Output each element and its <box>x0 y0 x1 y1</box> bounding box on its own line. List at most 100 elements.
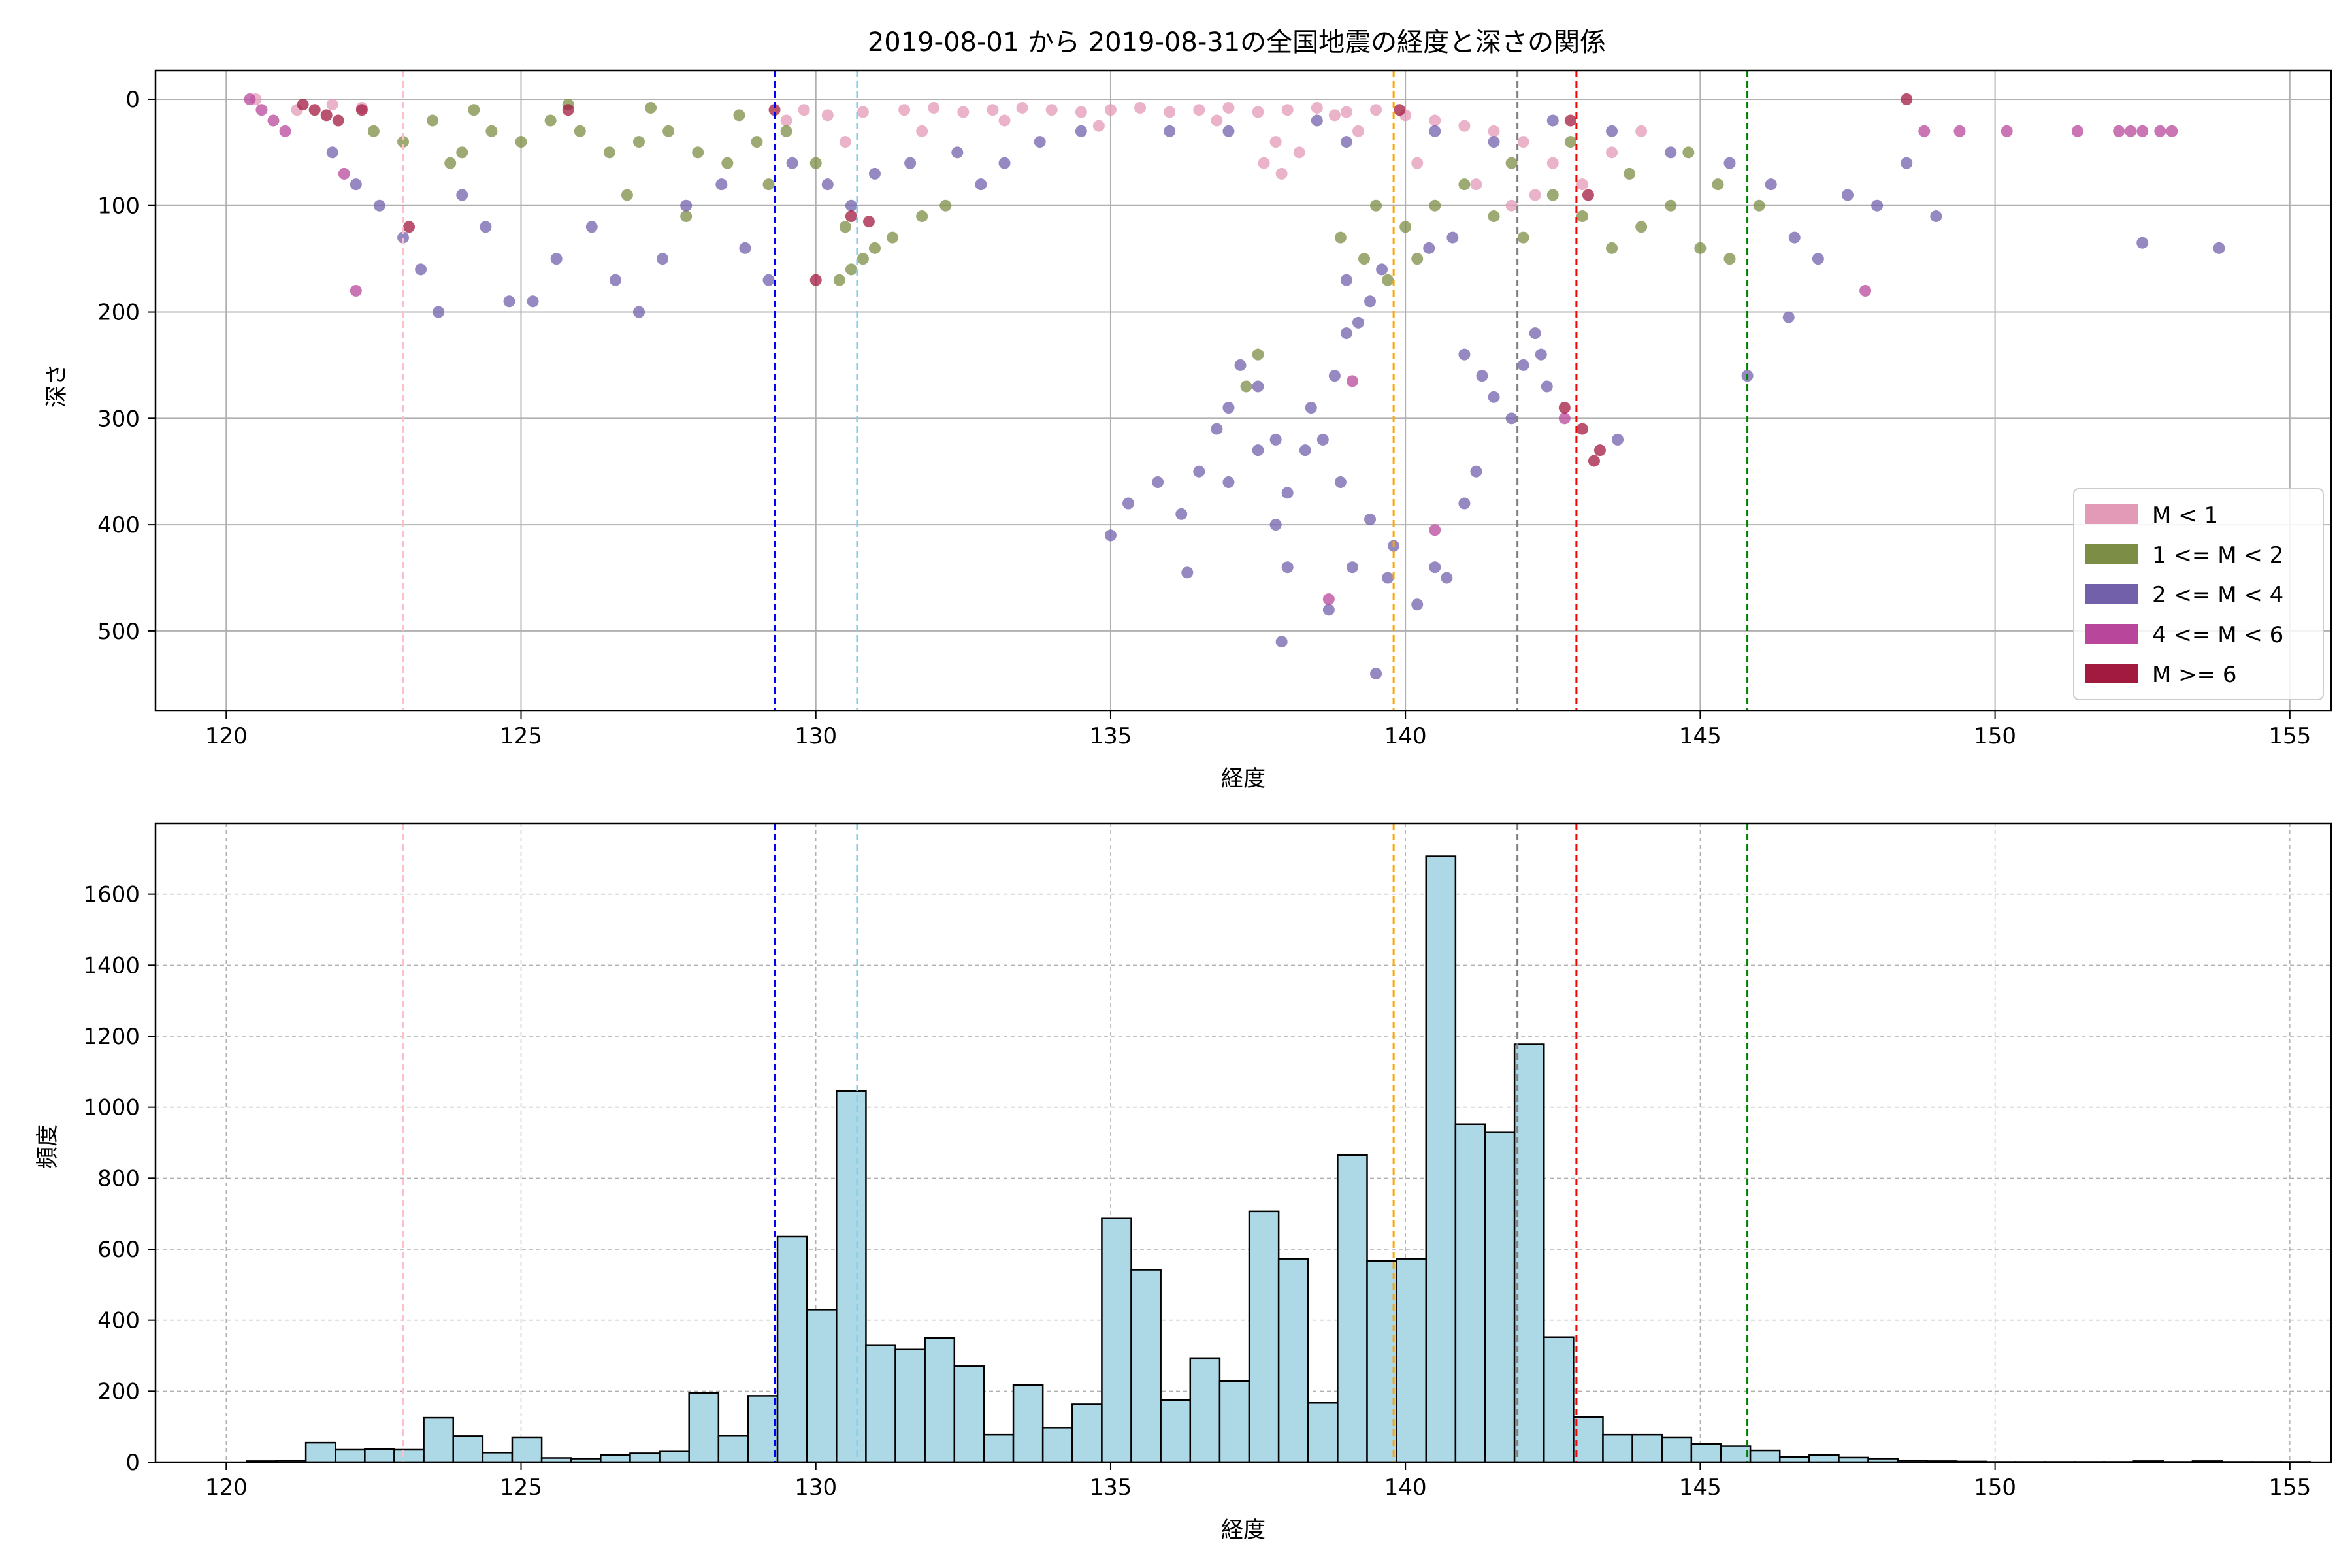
scatter-point <box>939 199 952 212</box>
histogram-x-tick-label: 125 <box>500 1475 542 1501</box>
histogram-bar <box>1101 1217 1132 1463</box>
scatter-point <box>1222 402 1235 414</box>
histogram-axes-frame <box>154 822 2332 1463</box>
scatter-point <box>1871 199 1884 212</box>
scatter-point <box>916 210 928 223</box>
scatter-point <box>1352 316 1364 329</box>
scatter-point <box>1470 465 1482 478</box>
scatter-point <box>433 306 445 318</box>
scatter-point <box>1045 104 1058 116</box>
scatter-point <box>1665 146 1677 159</box>
scatter-point <box>680 210 693 223</box>
scatter-point <box>1470 178 1482 191</box>
scatter-point <box>868 242 881 254</box>
scatter-point <box>267 114 280 127</box>
scatter-point <box>780 114 792 127</box>
scatter-y-tick-label: 400 <box>97 512 140 538</box>
scatter-point <box>1334 231 1347 244</box>
scatter-point <box>415 263 427 276</box>
scatter-point <box>456 146 468 159</box>
histogram-bar <box>511 1436 543 1463</box>
scatter-x-tick-label: 140 <box>1384 723 1427 749</box>
scatter-point <box>1134 101 1147 114</box>
scatter-point <box>845 199 857 212</box>
histogram-bar <box>983 1433 1015 1463</box>
histogram-y-tick-label: 0 <box>125 1450 140 1476</box>
scatter-point <box>279 125 291 137</box>
scatter-point <box>1782 311 1795 323</box>
scatter-point <box>721 157 734 169</box>
histogram-y-tick-label: 1400 <box>83 953 140 979</box>
scatter-point <box>1193 465 1205 478</box>
scatter-point <box>1842 189 1854 201</box>
scatter-point <box>1340 327 1352 340</box>
histogram-bar <box>1160 1399 1192 1463</box>
scatter-point <box>1370 668 1382 680</box>
scatter-point <box>733 109 745 122</box>
histogram-bar <box>1218 1380 1250 1463</box>
scatter-point <box>1104 104 1117 116</box>
scatter-point <box>1576 210 1588 223</box>
scatter-point <box>2001 125 2013 137</box>
scatter-point <box>1488 210 1500 223</box>
histogram-bar <box>482 1452 514 1463</box>
scatter-point <box>350 178 362 191</box>
scatter-point <box>1382 274 1394 286</box>
scatter-point <box>1364 513 1377 525</box>
scatter-point <box>751 136 763 148</box>
scatter-y-tick-label: 300 <box>97 406 140 432</box>
histogram-x-ticks: 120 125 130 135 140 145 150 155 <box>205 1462 2311 1501</box>
histogram-bar <box>1543 1336 1575 1463</box>
scatter-point <box>857 106 869 118</box>
scatter-point <box>1411 253 1424 265</box>
scatter-chart-title: 2019-08-01 から 2019-08-31の全国地震の経度と深さの関係 <box>868 27 1606 57</box>
scatter-point <box>1458 120 1471 132</box>
scatter-point <box>1488 391 1500 403</box>
scatter-point <box>255 104 268 116</box>
scatter-point <box>1429 125 1441 137</box>
histogram-x-tick-label: 145 <box>1679 1475 1722 1501</box>
scatter-point <box>1458 178 1471 191</box>
scatter-point <box>1104 529 1117 542</box>
scatter-point <box>1322 604 1335 616</box>
scatter-point <box>887 231 899 244</box>
scatter-point <box>1305 402 1317 414</box>
scatter-point <box>338 167 350 180</box>
scatter-point <box>715 178 728 191</box>
legend-swatch <box>2085 544 2138 564</box>
scatter-point <box>1346 561 1358 574</box>
scatter-point <box>868 167 881 180</box>
scatter-y-tick-label: 200 <box>97 300 140 326</box>
scatter-point <box>809 274 822 286</box>
histogram-bar <box>836 1090 867 1463</box>
scatter-point <box>1593 444 1606 457</box>
scatter-point <box>951 146 964 159</box>
scatter-point <box>1340 274 1352 286</box>
scatter-point <box>1488 125 1500 137</box>
scatter-point <box>1429 524 1441 536</box>
legend-box <box>2073 488 2324 700</box>
scatter-x-axis-label: 経度 <box>1221 766 1266 792</box>
histogram-bar <box>600 1454 631 1463</box>
scatter-point <box>1788 231 1801 244</box>
histogram-x-tick-label: 120 <box>205 1475 248 1501</box>
scatter-point <box>857 253 869 265</box>
scatter-point <box>1340 136 1352 148</box>
scatter-point <box>397 231 410 244</box>
scatter-point <box>1901 157 1913 169</box>
scatter-point <box>373 199 385 212</box>
scatter-point <box>798 104 810 116</box>
scatter-point <box>1535 348 1547 361</box>
histogram-bar <box>1130 1269 1162 1463</box>
scatter-legend: M < 1 1 <= M < 2 2 <= M < 4 4 <= M < 6 M >= … <box>2073 488 2324 700</box>
scatter-point <box>1458 348 1471 361</box>
scatter-point <box>1606 125 1618 137</box>
scatter-point <box>1281 561 1294 574</box>
scatter-point <box>1582 189 1594 201</box>
scatter-point <box>550 253 563 265</box>
scatter-point <box>1322 593 1335 606</box>
scatter-point <box>2136 237 2149 249</box>
histogram-bar <box>423 1416 454 1463</box>
scatter-point <box>916 125 928 137</box>
